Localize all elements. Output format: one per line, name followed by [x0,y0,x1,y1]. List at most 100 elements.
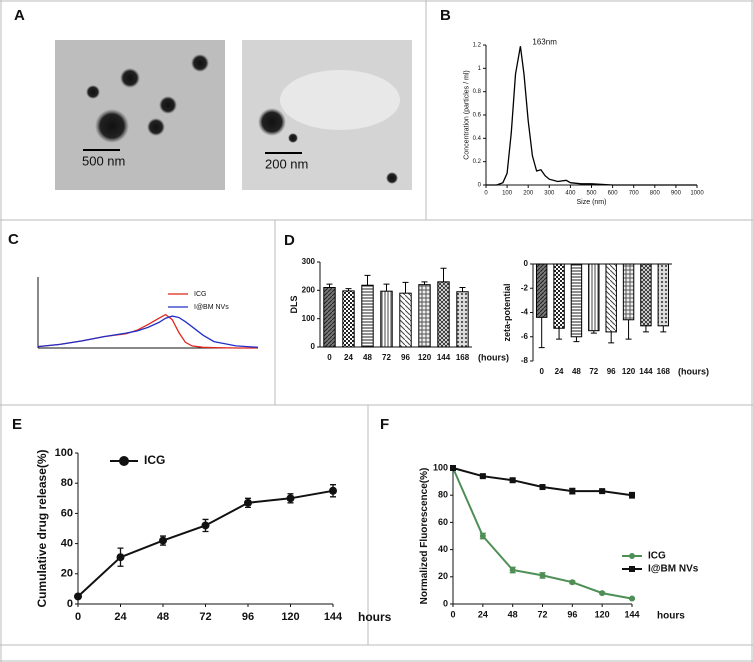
error-bar [459,287,466,292]
bar [418,284,431,348]
x-tick-label: 48 [157,611,169,623]
x-axis-label: hours [358,610,392,624]
x-tick-label: 120 [281,611,299,623]
annotation: 163nm [532,37,557,46]
y-tick-label: 100 [302,314,316,323]
x-tick-label: 0 [327,353,332,362]
y-tick-label: 0.8 [473,89,482,95]
bar [588,263,600,332]
x-tick-label: 48 [508,609,518,619]
y-tick-label: 0.2 [473,159,482,165]
x-tick-label: 144 [624,609,639,619]
x-tick-label: 72 [199,611,211,623]
x-tick-label: 400 [565,191,576,197]
x-tick-label: 96 [607,367,616,376]
x-tick-label: 144 [324,611,343,623]
panel-label: A [14,7,25,24]
marker [629,492,635,499]
legend-label: ICG [648,551,666,562]
y-tick-label: 60 [61,507,73,519]
x-tick-label: 144 [639,367,653,376]
x-tick-label: 0 [450,609,455,619]
y-tick-label: 20 [61,568,73,580]
x-tick-label: 0 [75,611,81,623]
marker [286,494,295,503]
bar [657,263,670,327]
x-axis-label: (hours) [478,352,509,362]
legend-marker [119,456,129,466]
x-tick-label: 24 [555,367,564,376]
x-tick-label: 24 [114,611,127,623]
y-axis-label: Cumulative drug release(%) [35,449,49,607]
y-tick-label: 100 [55,447,73,459]
y-tick-label: 0 [478,183,482,189]
bar [361,284,374,348]
x-tick-label: 24 [478,609,488,619]
x-tick-label: 24 [344,353,353,362]
x-tick-label: 600 [608,191,619,197]
error-bar [590,330,597,334]
x-tick-label: 168 [456,353,470,362]
error-bar [421,281,428,285]
bar [380,290,393,348]
y-tick-label: 60 [438,517,448,527]
bar [553,263,565,329]
y-tick-label: 0.4 [473,136,482,142]
error-bar [538,317,545,349]
x-tick-label: 700 [629,191,640,197]
x-tick-label: 900 [671,191,682,197]
error-bar [345,288,352,291]
bar [399,292,412,348]
legend-marker [629,566,635,572]
x-tick-label: 1000 [690,191,704,197]
marker [116,553,125,562]
scale-label: 200 nm [265,156,308,171]
bar [342,290,355,348]
error-bar [660,325,667,333]
x-tick-label: 72 [537,609,547,619]
marker [629,595,635,602]
x-axis-label: Size (nm) [577,199,607,206]
marker [509,567,516,573]
y-tick-label: 20 [438,571,448,581]
x-axis-label: (hours) [678,366,709,376]
marker [599,488,606,495]
marker [539,484,546,491]
y-tick-label: 80 [61,477,73,489]
y-tick-label: 40 [438,544,448,554]
error-bar [440,267,447,282]
x-axis-label: hours [657,611,685,622]
x-tick-label: 0 [484,191,488,197]
error-bar [326,283,333,288]
x-tick-label: 72 [589,367,598,376]
x-tick-label: 168 [657,367,671,376]
y-tick-label: 100 [433,462,448,472]
bar [456,291,469,348]
marker [479,473,486,480]
y-axis-label: zeta-potential [502,283,512,341]
y-tick-label: -2 [521,283,529,292]
error-bar [642,325,649,333]
marker [569,488,576,495]
marker [569,579,576,586]
bar [622,263,635,321]
x-tick-label: 120 [622,367,636,376]
x-tick-label: 120 [418,353,432,362]
bar [570,263,583,338]
panel-label: F [380,416,389,433]
legend-label: ICG [144,453,165,467]
y-tick-label: 0 [311,342,316,351]
marker [244,498,252,507]
marker [599,590,606,597]
legend-label: I@BM NVs [648,564,699,575]
marker [74,592,82,601]
x-tick-label: 72 [382,353,391,362]
y-tick-label: 200 [302,285,316,294]
y-tick-label: -4 [521,308,529,317]
scale-label: 500 nm [82,153,125,168]
y-axis-label: Normalized Fluorescence(%) [419,468,430,605]
panel-label: C [8,231,19,248]
x-tick-label: 144 [437,353,451,362]
y-tick-label: 40 [61,538,73,550]
